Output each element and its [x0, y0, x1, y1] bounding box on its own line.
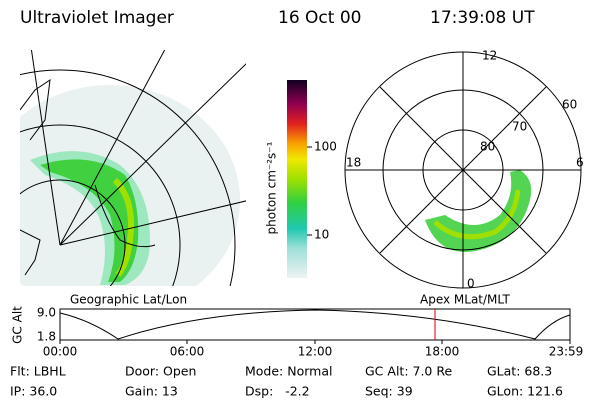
status-field: Seq: 39: [365, 384, 413, 399]
status-field: GLon: 121.6: [487, 384, 563, 399]
date: 16 Oct 00: [278, 8, 361, 28]
x-tick-label: 23:59: [549, 345, 584, 359]
status-field: Door: Open: [125, 364, 196, 379]
y-tick-label: 1.8: [37, 330, 56, 344]
lat-label: 80: [480, 140, 495, 154]
x-tick-label: 00:00: [43, 345, 78, 359]
x-tick-label: 18:00: [425, 345, 460, 359]
mlt-label: 18: [346, 156, 361, 170]
instrument: Ultraviolet Imager: [20, 8, 174, 28]
status-field: Flt: LBHL: [10, 364, 66, 379]
status-panel: Flt: LBHL Door: Open Mode: Normal GC Alt: 7…: [10, 364, 563, 399]
status-field: Dsp: -2.2: [245, 384, 310, 399]
polar-plot: [344, 51, 582, 289]
colorbar-label: photon cm⁻²s⁻¹: [265, 141, 279, 234]
caption: Apex MLat/MLT: [420, 293, 510, 307]
altitude-label: GC Alt: [11, 306, 25, 344]
caption: Geographic Lat/Lon: [70, 293, 187, 307]
geographic-map: [20, 50, 246, 286]
status-field: GC Alt: 7.0 Re: [365, 364, 452, 379]
status-field: Gain: 13: [125, 384, 178, 399]
mlt-label: 0: [467, 277, 475, 291]
mlt-label: 6: [576, 156, 584, 170]
mlt-label: 12: [482, 49, 497, 63]
status-field: Mode: Normal: [245, 364, 332, 379]
altitude-plot: [59, 308, 571, 344]
lat-label: 60: [562, 98, 577, 112]
time: 17:39:08 UT: [430, 8, 535, 28]
colorbar-tick: 10: [314, 228, 329, 242]
x-tick-label: 06:00: [170, 345, 205, 359]
status-field: IP: 36.0: [10, 384, 57, 399]
x-tick-label: 12:00: [298, 345, 333, 359]
status-field: GLat: 68.3: [487, 364, 552, 379]
lat-label: 70: [512, 120, 527, 134]
colorbar-tick: 100: [314, 140, 337, 154]
y-tick-label: 9.0: [37, 306, 56, 320]
colorbar: [287, 80, 307, 278]
